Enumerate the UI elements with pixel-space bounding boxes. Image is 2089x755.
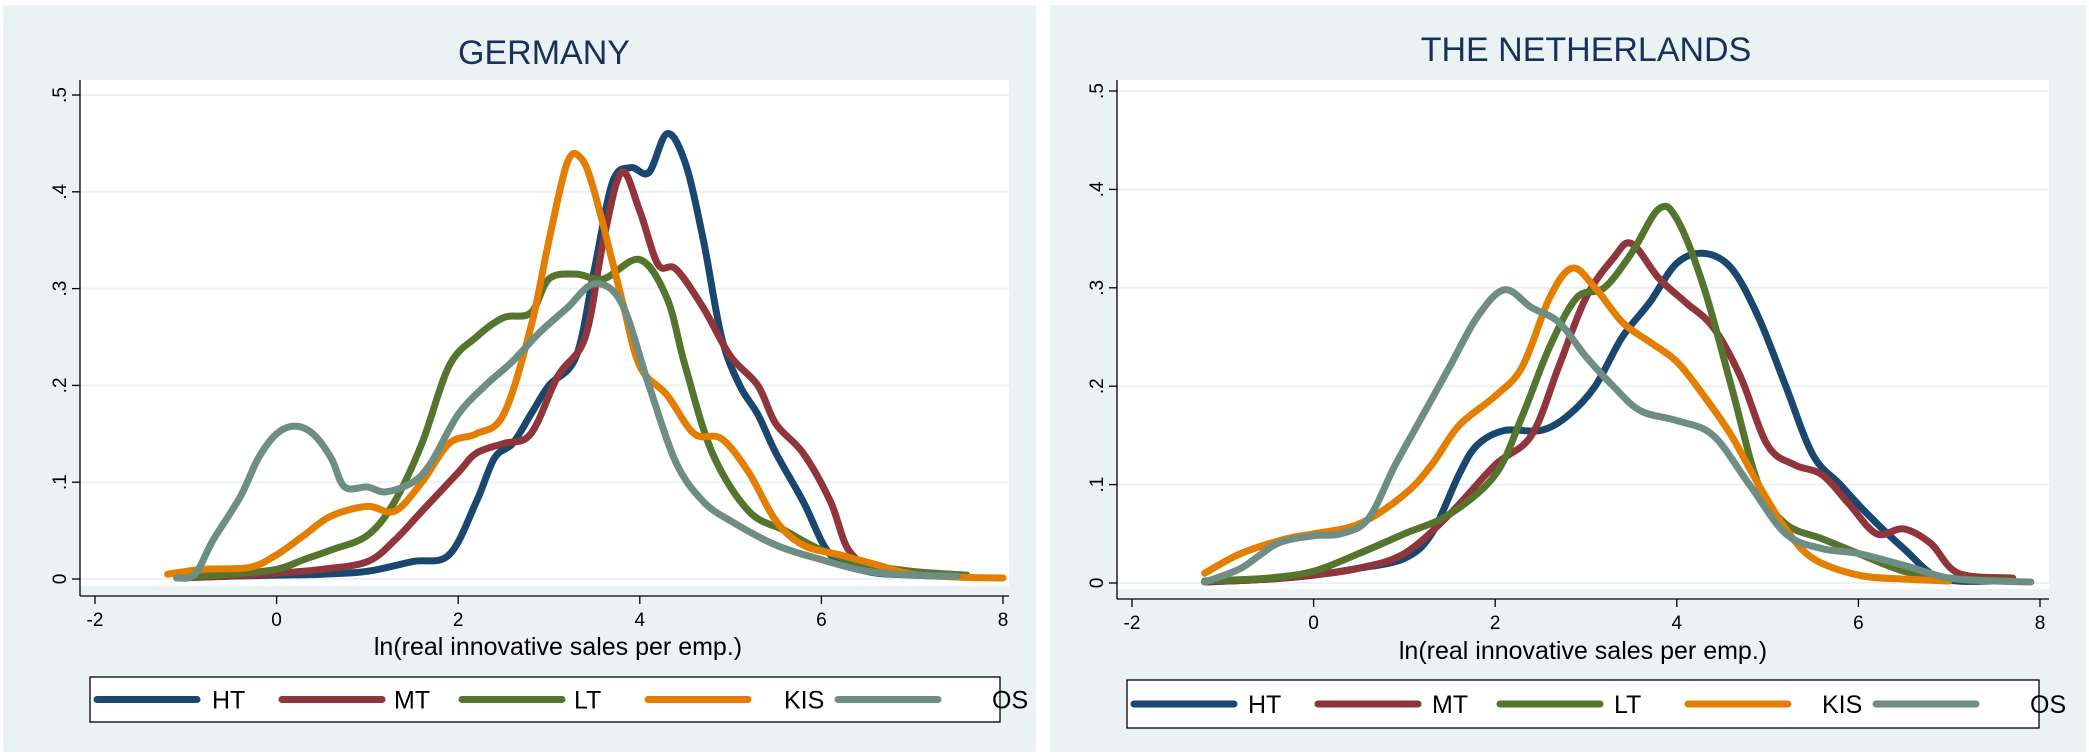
netherlands-legend-items: HT MT LT KIS OS (1130, 691, 2066, 719)
netherlands-y-tick-label: .3 (1087, 280, 1108, 296)
germany-legend-label-lt: LT (574, 687, 601, 715)
netherlands-legend-label-ht: HT (1248, 691, 1281, 719)
netherlands-y-tick-label: .5 (1087, 83, 1108, 99)
netherlands-chart-panel: 0 .1 .2 .3 .4 .5 -2 0 2 4 6 8 THE NETHERLANDS ln(re… (1050, 5, 2086, 752)
germany-y-tick-label: .4 (50, 183, 71, 199)
netherlands-y-tick-label: .2 (1087, 378, 1108, 394)
netherlands-x-tick-label: 8 (2035, 613, 2046, 634)
netherlands-gridlines (1117, 90, 2049, 584)
germany-y-tick-label: .5 (50, 87, 71, 103)
netherlands-axes: 0 .1 .2 .3 .4 .5 -2 0 2 4 6 8 (1087, 80, 2049, 634)
netherlands-x-tick-label: 4 (1672, 613, 1683, 634)
germany-legend-items: HT MT LT KIS OS (93, 687, 1028, 715)
germany-plot-area (80, 80, 1009, 586)
germany-axes: 0 .1 .2 .3 .4 .5 -2 0 2 4 6 8 (50, 80, 1009, 631)
germany-legend-label-ht: HT (212, 687, 245, 715)
germany-y-tick-label: .1 (50, 474, 71, 490)
germany-x-tick-label: 6 (816, 610, 827, 631)
germany-series-os-line (173, 280, 962, 582)
germany-series-ht-line (182, 130, 962, 581)
netherlands-series-lt-line (1201, 202, 2017, 585)
netherlands-y-tick-label: .4 (1087, 181, 1108, 197)
netherlands-legend-label-mt: MT (1432, 691, 1468, 719)
netherlands-x-tick-label: 2 (1490, 613, 1501, 634)
netherlands-x-tick-label: 6 (1853, 613, 1864, 634)
germany-x-tick-label: 8 (998, 610, 1009, 631)
netherlands-x-tick-label: -2 (1124, 613, 1141, 634)
germany-x-tick-label: 4 (635, 610, 646, 631)
germany-legend-label-os: OS (992, 687, 1028, 715)
netherlands-series (1201, 202, 2035, 586)
netherlands-series-ht-line (1201, 249, 1999, 586)
germany-series-kis-line (164, 149, 1007, 582)
germany-y-tick-label: 0 (50, 574, 71, 585)
netherlands-series-mt-line (1201, 239, 2017, 586)
germany-x-tick-label: -2 (87, 610, 104, 631)
germany-x-tick-label: 0 (271, 610, 282, 631)
germany-y-tick-label: .2 (50, 377, 71, 393)
netherlands-chart-title: THE NETHERLANDS (1421, 31, 1752, 69)
netherlands-legend-label-kis: KIS (1822, 691, 1862, 719)
germany-chart-title: GERMANY (458, 34, 630, 72)
germany-chart-panel: 0 .1 .2 .3 .4 .5 -2 0 2 4 6 8 GERMANY ln(real innov… (3, 5, 1036, 752)
germany-legend-label-mt: MT (394, 687, 430, 715)
germany-y-tick-label: .3 (50, 281, 71, 297)
netherlands-y-tick-label: 0 (1087, 578, 1108, 589)
netherlands-x-tick-label: 0 (1308, 613, 1319, 634)
netherlands-legend-label-os: OS (2030, 691, 2066, 719)
germany-legend-label-kis: KIS (784, 687, 824, 715)
netherlands-series-os-line (1201, 286, 2035, 586)
netherlands-y-tick-label: .1 (1087, 477, 1108, 493)
germany-series-mt-line (173, 168, 962, 582)
germany-series (164, 130, 1007, 582)
germany-x-tick-label: 2 (453, 610, 464, 631)
netherlands-legend-label-lt: LT (1614, 691, 1641, 719)
netherlands-plot-area (1117, 80, 2049, 589)
netherlands-x-axis-title: ln(real innovative sales per emp.) (1399, 637, 1767, 665)
germany-x-axis-title: ln(real innovative sales per emp.) (374, 633, 742, 661)
